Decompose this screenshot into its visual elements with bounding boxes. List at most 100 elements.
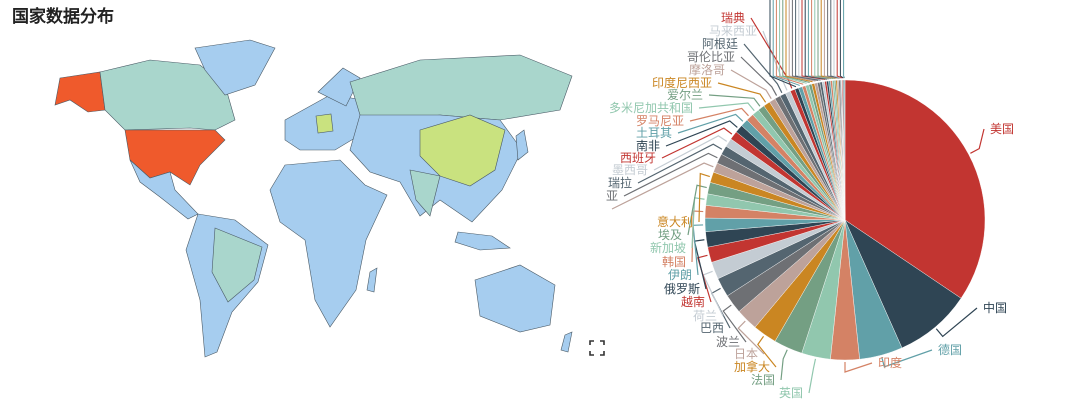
label-line	[698, 102, 755, 112]
continent-africa[interactable]	[269, 159, 388, 328]
pie-label: 印度	[878, 355, 902, 370]
pie-label: 巴西	[700, 321, 724, 335]
pie-label: 土耳其	[636, 126, 672, 140]
fullscreen-icon[interactable]	[589, 340, 605, 356]
label-line	[661, 127, 733, 159]
label-line	[814, 0, 834, 79]
label-line	[743, 43, 783, 94]
pie-label: 俄罗斯	[664, 282, 700, 296]
label-line	[785, 0, 813, 83]
pie-label: 法国	[751, 373, 775, 387]
pie-label: 德国	[938, 342, 962, 357]
pie-label: 印度尼西亚	[652, 75, 712, 90]
label-line	[970, 128, 985, 154]
pie-label: 埃及	[658, 228, 682, 242]
pie-label: 阿根廷	[702, 37, 738, 51]
label-line	[623, 152, 718, 197]
label-line	[692, 224, 704, 276]
country-canada[interactable]	[99, 59, 236, 131]
pie-label: 日本	[734, 347, 758, 361]
region-scandinavia[interactable]	[317, 67, 361, 107]
pie-label: 摩洛哥	[689, 62, 725, 77]
pie-label: 荷兰	[693, 309, 717, 323]
pie-label: 瑞拉	[608, 175, 632, 190]
pie-label: 新加坡	[650, 240, 686, 255]
label-line	[697, 254, 712, 303]
country-china[interactable]	[419, 114, 506, 187]
label-line	[687, 184, 707, 236]
label-line	[830, 0, 841, 79]
pie-label: 波兰	[716, 335, 740, 349]
country-brazil[interactable]	[211, 227, 263, 303]
pie-label: 伊朗	[668, 268, 692, 282]
label-line	[820, 0, 837, 79]
label-line	[769, 0, 797, 88]
pie-label: 中国	[983, 300, 1007, 315]
country-australia[interactable]	[474, 264, 556, 333]
label-line	[843, 0, 845, 79]
pie-slice[interactable]	[843, 79, 846, 221]
pie-label: 英国	[779, 386, 803, 400]
label-line	[788, 0, 816, 82]
label-line	[817, 0, 835, 79]
label-line	[750, 17, 793, 89]
label-line	[844, 362, 873, 373]
pie-label: 哥伦比亚	[687, 49, 735, 64]
label-line	[730, 69, 772, 99]
label-line	[804, 0, 828, 80]
pie-slice-美国[interactable]	[844, 79, 986, 299]
country-germany[interactable]	[315, 113, 334, 134]
island-madagascar[interactable]	[366, 267, 378, 293]
label-line	[717, 82, 767, 103]
country-russia[interactable]	[349, 54, 573, 121]
label-line	[665, 120, 738, 147]
label-line	[757, 335, 777, 368]
label-line	[780, 349, 788, 381]
world-map[interactable]	[0, 0, 600, 414]
label-line	[689, 107, 749, 122]
pie-label: 越南	[681, 294, 705, 309]
region-indonesia[interactable]	[454, 231, 511, 251]
country-alaska[interactable]	[54, 71, 106, 113]
pie-label: 美国	[990, 122, 1014, 136]
country-greenland[interactable]	[194, 39, 276, 96]
label-line	[839, 0, 844, 79]
label-line	[791, 0, 819, 82]
label-line	[782, 0, 810, 83]
label-line	[833, 0, 842, 79]
label-line	[827, 0, 840, 79]
country-japan[interactable]	[515, 129, 529, 161]
label-line	[772, 0, 800, 86]
page-title: 国家数据分布	[12, 7, 114, 27]
label-line	[740, 56, 778, 96]
pie-label: 罗马尼亚	[636, 114, 684, 128]
label-line	[677, 113, 744, 134]
pie-label: 意大利	[657, 214, 693, 229]
label-line	[836, 0, 843, 79]
label-line	[811, 0, 832, 80]
label-line	[798, 0, 824, 81]
label-line	[807, 0, 830, 80]
label-line	[691, 197, 705, 249]
pie-label: 韩国	[662, 254, 686, 269]
country-india[interactable]	[409, 169, 441, 217]
pie-label: 墨西哥	[612, 163, 648, 177]
label-line	[708, 94, 761, 107]
country-new-zealand[interactable]	[560, 331, 573, 353]
label-line	[823, 0, 838, 79]
pie-label: 瑞典	[721, 11, 745, 25]
label-line	[653, 135, 728, 171]
label-line	[691, 210, 704, 263]
pie-label: 南非	[636, 138, 660, 153]
pie-label: 加拿大	[734, 359, 770, 374]
pie-label: 多米尼加共和国	[609, 101, 693, 115]
pie-label: 爱尔兰	[667, 87, 703, 102]
label-line	[762, 30, 788, 91]
pie-label: 西班牙	[620, 151, 656, 165]
label-line	[693, 239, 707, 290]
label-line	[795, 0, 821, 81]
label-line	[808, 358, 817, 394]
label-line	[801, 0, 826, 80]
pie-label: 亚	[606, 189, 618, 203]
label-line	[775, 0, 804, 85]
